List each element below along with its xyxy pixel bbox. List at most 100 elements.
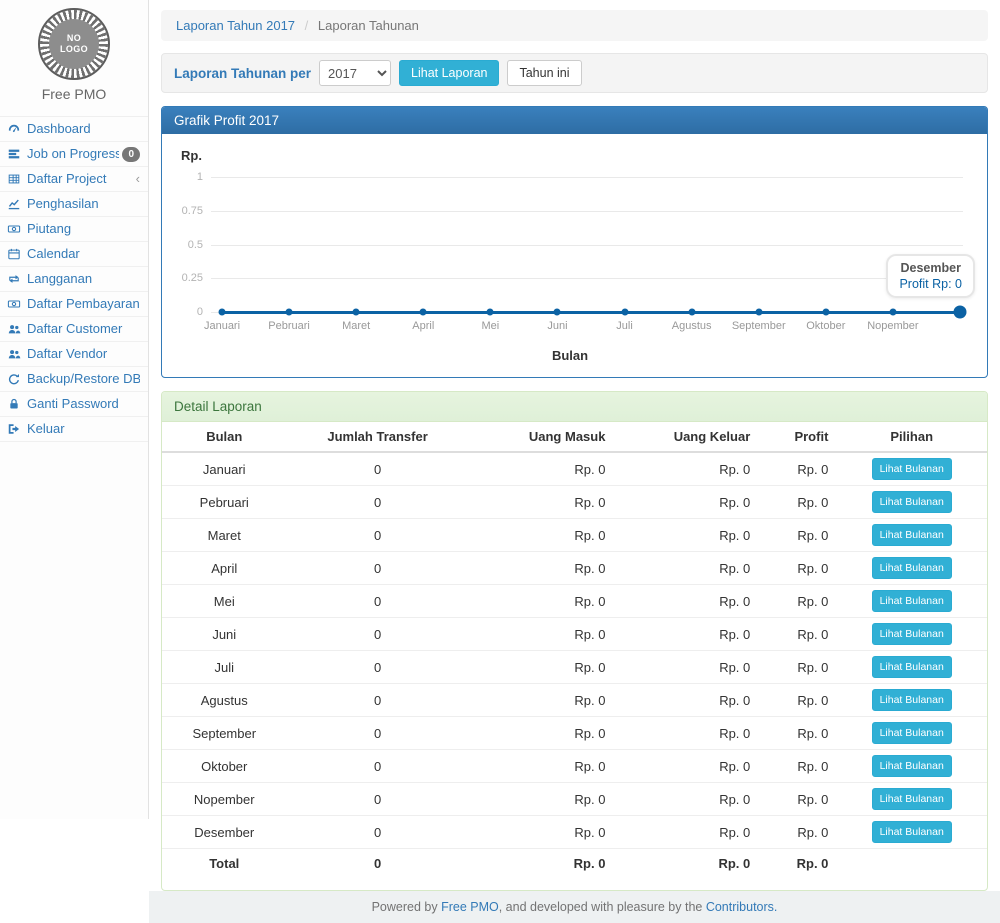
cell-profit: Rp. 0 xyxy=(758,683,837,717)
chart-line-segment xyxy=(490,310,558,314)
sidebar-item-daftar-project[interactable]: Daftar Project ‹ xyxy=(0,167,148,192)
chart-line-segment xyxy=(825,310,893,314)
total-cell: Total xyxy=(162,848,287,878)
sidebar-item-penghasilan[interactable]: Penghasilan xyxy=(0,192,148,217)
sidebar-item-label: Daftar Customer xyxy=(27,321,123,336)
sidebar-item-daftar-customer[interactable]: Daftar Customer xyxy=(0,317,148,342)
tasks-icon xyxy=(7,147,22,162)
column-header-profit: Profit xyxy=(758,422,837,453)
users-icon xyxy=(7,347,22,362)
sidebar-item-daftar-pembayaran[interactable]: Daftar Pembayaran xyxy=(0,292,148,317)
chart-x-tick: Oktober xyxy=(806,320,846,332)
cell-profit: Rp. 0 xyxy=(758,815,837,849)
lihat-bulanan-button-oktober[interactable]: Lihat Bulanan xyxy=(871,755,952,777)
cell-jumlah: 0 xyxy=(286,749,469,783)
chart-point-januari[interactable] xyxy=(218,308,226,316)
detail-panel: Detail Laporan Bulan Jumlah Transfer Uang … xyxy=(161,391,988,891)
tahun-ini-button[interactable]: Tahun ini xyxy=(507,60,582,86)
sidebar-item-langganan[interactable]: Langganan xyxy=(0,267,148,292)
total-cell: Rp. 0 xyxy=(758,848,837,878)
chart-point-mei[interactable] xyxy=(486,308,494,316)
cell-jumlah: 0 xyxy=(286,584,469,618)
sidebar-item-piutang[interactable]: Piutang xyxy=(0,217,148,242)
chart-y-tick: 1 xyxy=(196,171,203,183)
chart-point-oktober[interactable] xyxy=(822,308,830,316)
sidebar-item-label: Daftar Pembayaran xyxy=(27,296,140,311)
sidebar-item-daftar-vendor[interactable]: Daftar Vendor xyxy=(0,342,148,367)
cell-masuk: Rp. 0 xyxy=(468,716,614,750)
sidebar-item-label: Langganan xyxy=(27,271,93,286)
lihat-bulanan-button-april[interactable]: Lihat Bulanan xyxy=(871,557,952,579)
chart-point-juni[interactable] xyxy=(553,308,561,316)
table-row-mei: Mei 0 Rp. 0 Rp. 0 Rp. 0 Lihat Bulanan xyxy=(162,584,987,618)
total-cell xyxy=(836,848,987,878)
sidebar-item-ganti-password[interactable]: Ganti Password xyxy=(0,392,148,417)
filter-label: Laporan Tahunan per xyxy=(174,65,312,81)
year-select[interactable]: 2017 xyxy=(319,60,392,86)
chart-gridline xyxy=(211,210,963,212)
cell-profit: Rp. 0 xyxy=(758,584,837,618)
lihat-bulanan-button-nopember[interactable]: Lihat Bulanan xyxy=(871,788,952,810)
cell-profit: Rp. 0 xyxy=(758,485,837,519)
lihat-laporan-button[interactable]: Lihat Laporan xyxy=(399,60,500,86)
chart-panel-title: Grafik Profit 2017 xyxy=(162,107,987,134)
profit-line-chart[interactable]: Desember Profit Rp: 0 1 0.75 0.5 0.25 0 Janua… xyxy=(182,171,975,332)
footer-link-contributors[interactable]: Contributors. xyxy=(705,900,778,914)
cell-bulan: Mei xyxy=(162,584,287,618)
app-logo-text: NO LOGO xyxy=(49,19,99,69)
chart-point-pebruari[interactable] xyxy=(285,308,293,316)
users-icon xyxy=(7,322,22,337)
lihat-bulanan-button-juli[interactable]: Lihat Bulanan xyxy=(871,656,952,678)
footer-link-free-pmo[interactable]: Free PMO xyxy=(441,900,499,914)
sidebar-item-keluar[interactable]: Keluar xyxy=(0,417,148,442)
sidebar-item-job-on-progress[interactable]: Job on Progress 0 xyxy=(0,142,148,167)
lihat-bulanan-button-september[interactable]: Lihat Bulanan xyxy=(871,722,952,744)
money-icon xyxy=(7,297,22,312)
sidebar-nav: Dashboard Job on Progress 0 Daftar Project ‹… xyxy=(0,116,148,442)
cell-pilihan: Lihat Bulanan xyxy=(836,452,987,486)
cell-pilihan: Lihat Bulanan xyxy=(836,650,987,684)
chart-line-segment xyxy=(624,310,692,314)
cell-jumlah: 0 xyxy=(286,650,469,684)
breadcrumb-link-laporan-tahun[interactable]: Laporan Tahun 2017 xyxy=(176,18,296,33)
lihat-bulanan-button-pebruari[interactable]: Lihat Bulanan xyxy=(871,491,952,513)
sidebar-item-backup-restore-db[interactable]: Backup/Restore DB xyxy=(0,367,148,392)
lihat-bulanan-button-januari[interactable]: Lihat Bulanan xyxy=(871,458,952,480)
sidebar-item-calendar[interactable]: Calendar xyxy=(0,242,148,267)
cell-masuk: Rp. 0 xyxy=(468,485,614,519)
lihat-bulanan-button-mei[interactable]: Lihat Bulanan xyxy=(871,590,952,612)
lihat-bulanan-button-juni[interactable]: Lihat Bulanan xyxy=(871,623,952,645)
chart-line-segment xyxy=(222,310,290,314)
footer-text-before: Powered by xyxy=(371,900,442,914)
cell-profit: Rp. 0 xyxy=(758,452,837,486)
table-row-desember: Desember 0 Rp. 0 Rp. 0 Rp. 0 Lihat Bulanan xyxy=(162,815,987,849)
chart-point-desember[interactable] xyxy=(953,305,967,319)
lihat-bulanan-button-maret[interactable]: Lihat Bulanan xyxy=(871,524,952,546)
chart-point-agustus[interactable] xyxy=(688,308,696,316)
sidebar-item-label: Job on Progress xyxy=(27,146,120,161)
chart-tooltip-label: Desember xyxy=(900,261,961,275)
chart-x-tick: Agustus xyxy=(671,320,712,332)
chart-x-axis-label: Bulan xyxy=(551,348,589,363)
sidebar-item-dashboard[interactable]: Dashboard xyxy=(0,117,148,142)
chart-gridline xyxy=(211,244,963,246)
lihat-bulanan-button-desember[interactable]: Lihat Bulanan xyxy=(871,821,952,843)
cell-jumlah: 0 xyxy=(286,518,469,552)
cell-masuk: Rp. 0 xyxy=(468,815,614,849)
chart-x-tick: Pebruari xyxy=(268,320,310,332)
chart-point-maret[interactable] xyxy=(352,308,360,316)
cell-pilihan: Lihat Bulanan xyxy=(836,815,987,849)
cell-bulan: Januari xyxy=(162,452,287,486)
chart-x-tick: Januari xyxy=(203,320,241,332)
lihat-bulanan-button-agustus[interactable]: Lihat Bulanan xyxy=(871,689,952,711)
chart-point-juli[interactable] xyxy=(621,308,629,316)
chart-point-september[interactable] xyxy=(755,308,763,316)
chart-line-segment xyxy=(691,310,759,314)
chart-point-april[interactable] xyxy=(419,308,427,316)
chart-y-axis-label: Rp. xyxy=(181,148,202,163)
cell-masuk: Rp. 0 xyxy=(468,452,614,486)
chart-line-segment xyxy=(892,310,960,314)
chart-point-nopember[interactable] xyxy=(889,308,897,316)
app-logo: NO LOGO xyxy=(38,8,110,80)
table-row-oktober: Oktober 0 Rp. 0 Rp. 0 Rp. 0 Lihat Bulanan xyxy=(162,749,987,783)
